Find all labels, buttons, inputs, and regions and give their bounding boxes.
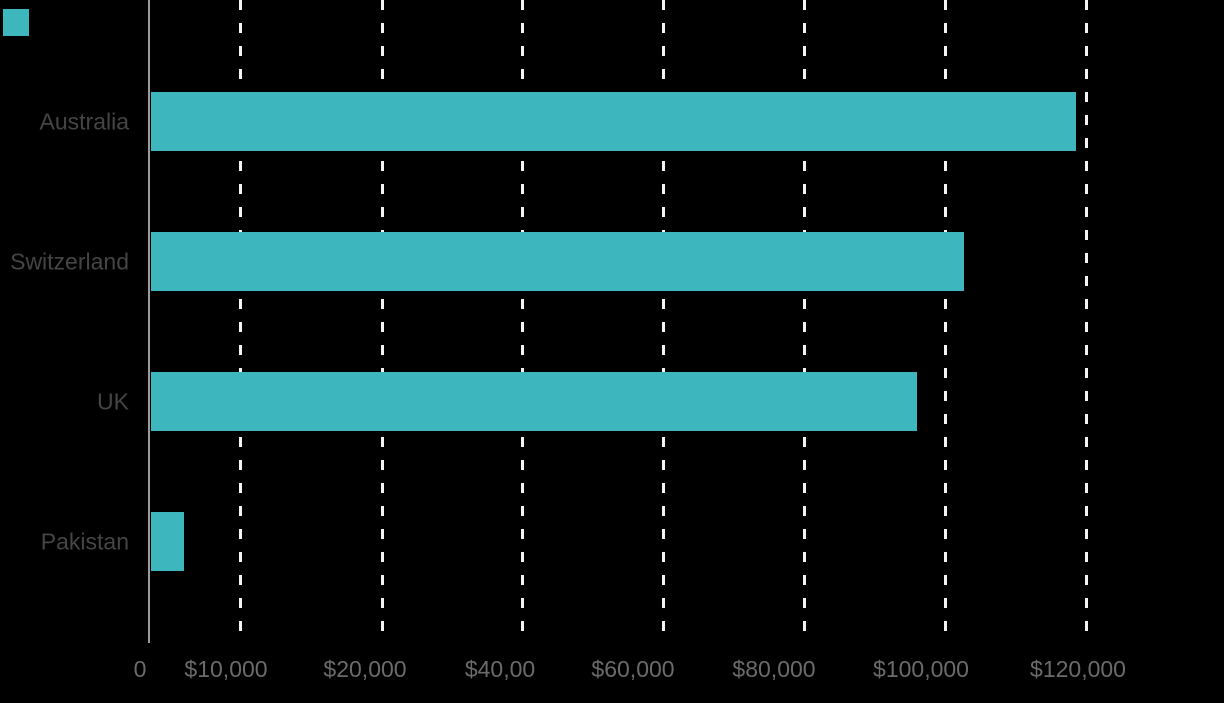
y-axis-line: [148, 0, 150, 643]
bar-switzerland: [151, 232, 964, 291]
bar-uk: [151, 372, 917, 431]
x-tick-label-0: 0: [133, 656, 147, 682]
gridline-6: [1085, 0, 1088, 643]
category-label-uk: UK: [97, 388, 129, 414]
gridline-2: [521, 0, 524, 643]
x-tick-label-120000: $120,000: [1030, 656, 1126, 682]
gridline-4: [803, 0, 806, 643]
x-tick-label-40000: $40,00: [464, 656, 536, 682]
x-tick-label-80000: $80,000: [732, 656, 816, 682]
x-tick-label-60000: $60,000: [591, 656, 675, 682]
bar-australia: [151, 92, 1076, 151]
x-tick-label-10000: $10,000: [184, 656, 268, 682]
x-tick-label-100000: $100,000: [873, 656, 969, 682]
category-label-australia: Australia: [39, 108, 129, 134]
category-label-switzerland: Switzerland: [10, 248, 129, 274]
gridline-3: [662, 0, 665, 643]
series-color-swatch: [3, 9, 29, 36]
category-label-pakistan: Pakistan: [40, 528, 129, 554]
gridline-0: [239, 0, 242, 643]
bar-pakistan: [151, 512, 184, 571]
x-tick-label-20000: $20,000: [323, 656, 407, 682]
gridline-5: [944, 0, 947, 643]
gridline-1: [381, 0, 384, 643]
